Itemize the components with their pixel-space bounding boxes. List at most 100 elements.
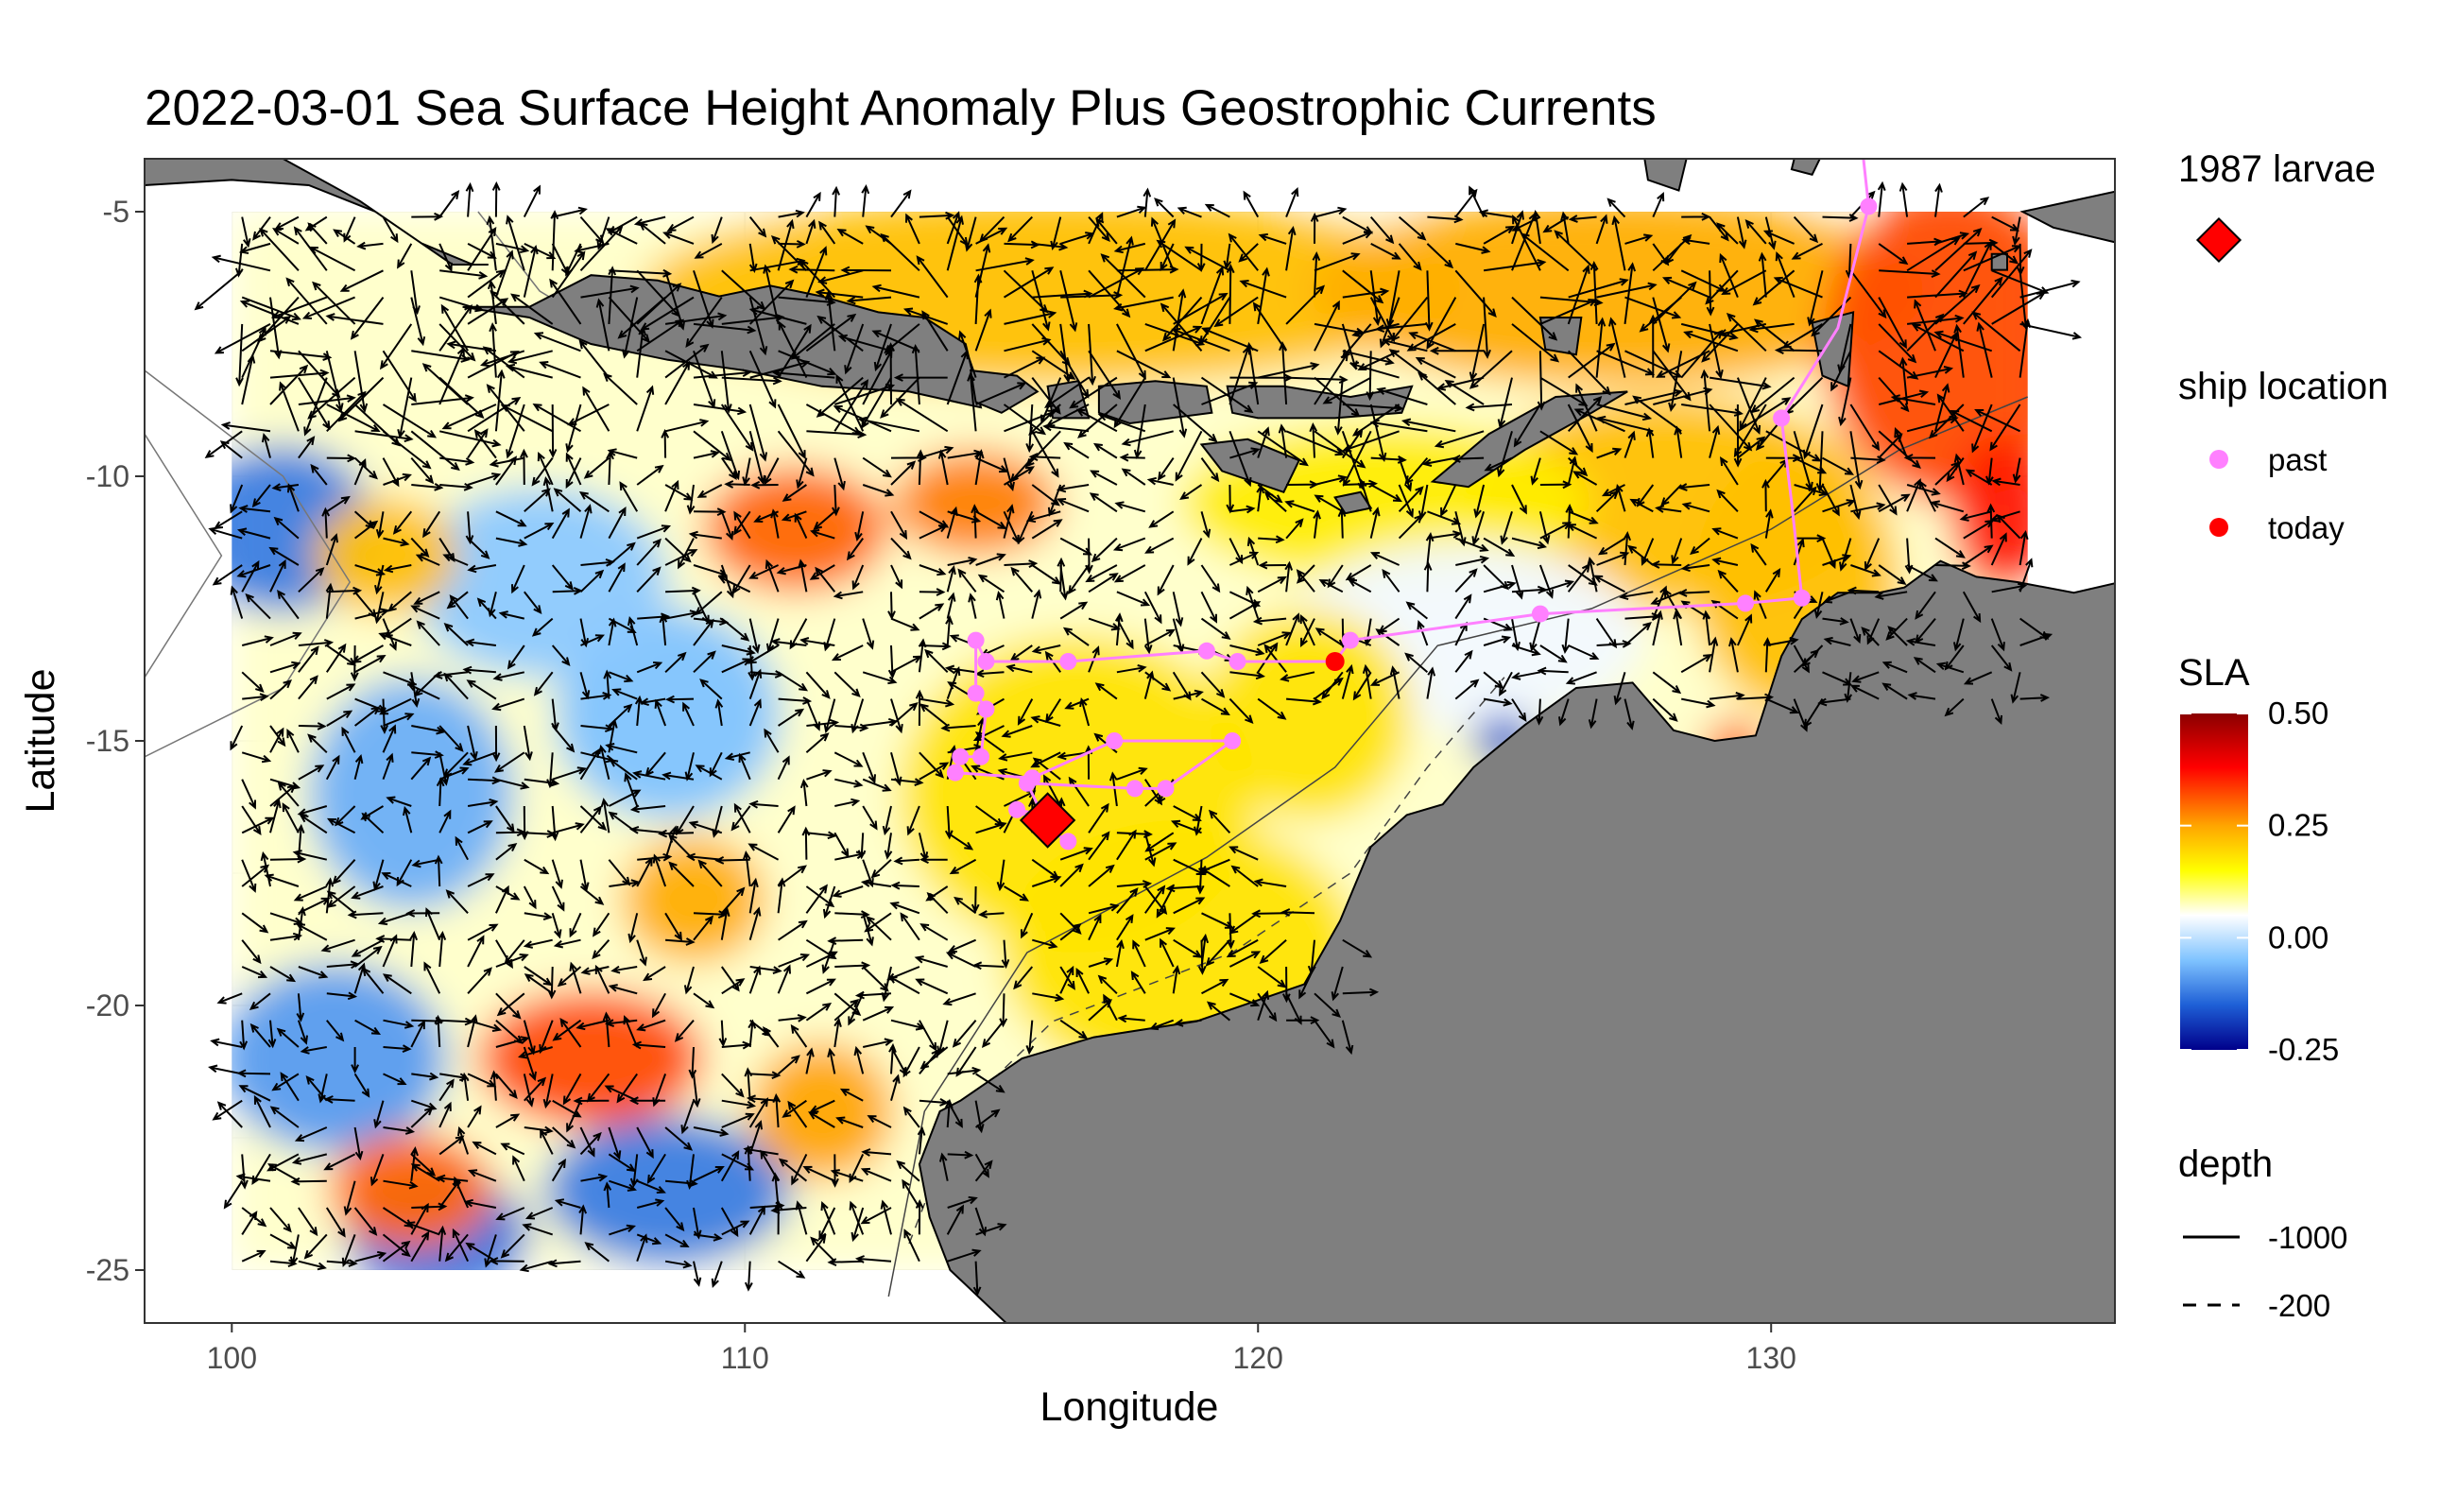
current-arrow [721, 886, 746, 914]
current-arrow [1200, 266, 1225, 325]
current-arrow [1963, 197, 1990, 218]
current-arrow [731, 564, 751, 594]
current-arrow [840, 266, 892, 275]
current-arrow [1280, 671, 1315, 682]
current-arrow [890, 881, 919, 890]
current-arrow [851, 564, 865, 591]
current-arrow [405, 909, 440, 918]
current-arrow [857, 833, 867, 860]
current-arrow [794, 512, 808, 540]
current-arrow [664, 537, 692, 563]
current-arrow [861, 184, 870, 217]
current-arrow [552, 1126, 576, 1149]
current-arrow [241, 671, 265, 693]
current-arrow [241, 939, 262, 965]
current-arrow [582, 386, 610, 432]
current-arrow [1934, 250, 1978, 299]
current-arrow [415, 554, 440, 566]
current-arrow [820, 1200, 836, 1235]
current-arrow [778, 919, 808, 941]
current-arrow [1596, 551, 1630, 566]
current-arrow [686, 1154, 695, 1190]
current-arrow [353, 456, 378, 480]
current-arrow [1719, 252, 1739, 298]
current-arrow [1903, 454, 1936, 462]
legend-ship-today-label: today [2268, 510, 2345, 545]
current-arrow [495, 805, 515, 833]
current-arrow [1773, 276, 1823, 299]
current-arrow [1465, 403, 1513, 412]
current-arrow [972, 1261, 982, 1297]
current-arrow [744, 1067, 753, 1101]
current-arrow [551, 725, 576, 753]
current-arrow [1020, 912, 1034, 939]
current-arrow [1229, 992, 1261, 1007]
current-arrow [1032, 992, 1065, 1003]
current-arrow [397, 377, 413, 439]
current-arrow [353, 1207, 378, 1236]
current-arrow [1511, 537, 1548, 550]
current-arrow [1989, 510, 2020, 523]
current-arrow [748, 215, 767, 238]
sla-eddy [477, 989, 704, 1127]
current-arrow [1171, 328, 1230, 352]
current-arrow [834, 723, 869, 732]
legend-sla: SLA 0.500.250.00-0.25 [2178, 652, 2339, 1067]
current-arrow [1764, 568, 1781, 593]
y-axis: -5-10-15-20-25 [86, 195, 145, 1287]
current-arrow [1455, 242, 1491, 254]
current-arrow [446, 591, 469, 610]
current-arrow [682, 701, 695, 727]
current-arrow [1483, 635, 1512, 646]
current-arrow [241, 1249, 266, 1263]
current-arrow [524, 1207, 554, 1220]
current-arrow [600, 798, 610, 833]
current-arrow [1535, 698, 1544, 726]
current-arrow [1322, 376, 1372, 404]
current-arrow [1342, 988, 1380, 997]
current-arrow [720, 1150, 740, 1182]
sla-eddy [544, 1116, 792, 1265]
current-arrow [748, 668, 763, 699]
legend-ship-location: ship location past today [2178, 366, 2388, 545]
current-arrow [542, 475, 554, 512]
current-arrow [1709, 636, 1719, 673]
current-arrow [277, 781, 300, 807]
current-arrow [1963, 671, 1993, 685]
current-arrow [1043, 774, 1062, 807]
current-arrow [546, 752, 555, 789]
current-arrow [467, 397, 522, 433]
current-arrow [1733, 404, 1767, 458]
current-arrow [259, 228, 300, 271]
current-arrow [1382, 337, 1428, 352]
current-arrow [1161, 296, 1203, 342]
current-arrow [623, 1015, 639, 1048]
current-arrow [1619, 591, 1654, 601]
current-arrow [694, 243, 723, 259]
current-arrow [946, 592, 956, 619]
current-arrow [1748, 322, 1795, 334]
current-arrow [411, 750, 444, 759]
current-arrow [1711, 557, 1739, 566]
current-arrow [269, 558, 286, 593]
current-arrow [507, 350, 553, 365]
current-arrow [1031, 875, 1062, 887]
current-arrow [862, 778, 892, 792]
current-arrow [1878, 484, 1898, 516]
sla-eddy [329, 1132, 494, 1249]
current-arrow [325, 1207, 346, 1238]
current-arrow [323, 1153, 356, 1171]
current-arrow [236, 527, 271, 540]
current-arrow [693, 915, 714, 941]
current-arrow [617, 296, 666, 339]
current-arrow [386, 796, 412, 807]
current-arrow [1681, 697, 1716, 709]
current-arrow [697, 859, 723, 887]
current-arrow [1116, 829, 1137, 861]
current-arrow [668, 861, 695, 887]
current-arrow [919, 1098, 950, 1107]
current-arrow [410, 430, 460, 472]
current-arrow [866, 916, 892, 941]
current-arrow [946, 211, 961, 245]
current-arrow [1881, 682, 1908, 700]
